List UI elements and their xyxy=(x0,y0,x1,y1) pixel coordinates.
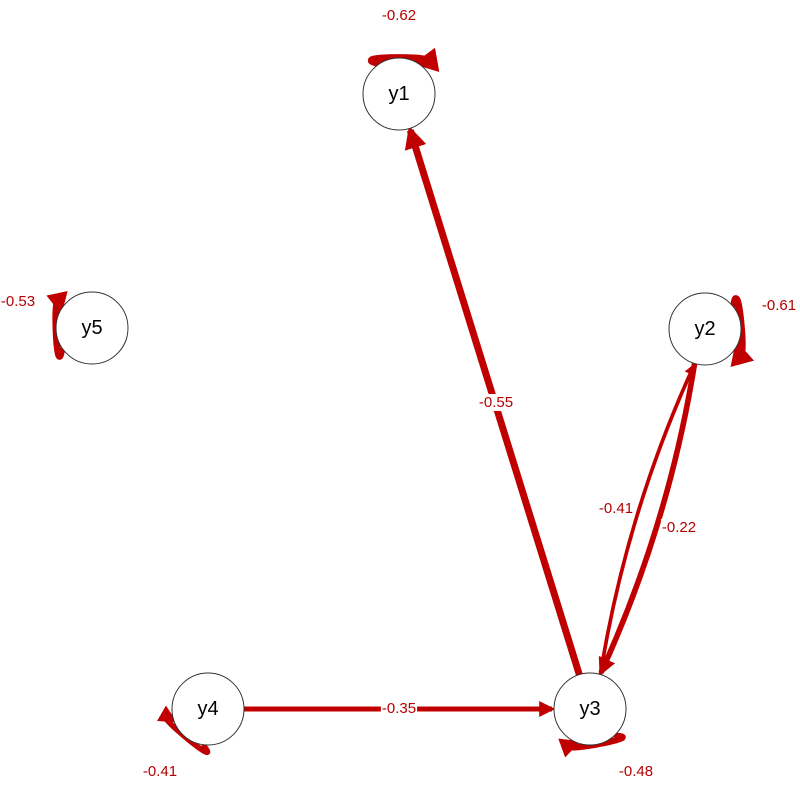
node-label-y4: y4 xyxy=(197,698,218,720)
edge-label-background xyxy=(597,499,635,517)
edge-y2-y3 xyxy=(598,363,698,676)
edge-label-y4-y4: -0.41 xyxy=(143,763,177,780)
node-circle-y5 xyxy=(55,291,129,365)
edge-labels-layer: -0.55 -0.41 -0.22 -0.35 -0.62 -0.61 -0.48 -0.41… xyxy=(1,7,796,780)
node-y2: y2 xyxy=(668,292,742,366)
edge-label-group-y4-y3: -0.35 xyxy=(380,699,418,717)
edge-label-y2-y2: -0.61 xyxy=(762,297,796,314)
edge-label-group-y3-y2: -0.22 xyxy=(660,518,698,536)
edge-label-background xyxy=(380,699,418,717)
node-y5: y5 xyxy=(55,291,129,365)
edge-label-y5-y5: -0.53 xyxy=(1,293,35,310)
node-circle-y4 xyxy=(171,672,245,746)
edge-label-background xyxy=(660,518,698,536)
node-y4: y4 xyxy=(171,672,245,746)
node-y1: y1 xyxy=(362,57,436,131)
edge-label-y2-y3: -0.41 xyxy=(599,500,633,517)
node-label-y2: y2 xyxy=(694,318,715,340)
edge-label-group-y3-y1: -0.55 xyxy=(477,393,515,411)
nodes-layer: y1 y2 y3 y4 y5 xyxy=(55,57,742,746)
node-label-y1: y1 xyxy=(388,83,409,105)
edges-layer xyxy=(46,47,755,758)
node-circle-y2 xyxy=(668,292,742,366)
node-label-y3: y3 xyxy=(579,698,600,720)
edge-y3-y2 xyxy=(598,363,696,675)
edge-label-y4-y3: -0.35 xyxy=(382,700,416,717)
edge-label-y3-y3: -0.48 xyxy=(619,763,653,780)
edge-label-y3-y2: -0.22 xyxy=(662,519,696,536)
edge-label-y1-y1: -0.62 xyxy=(382,7,416,24)
node-label-y5: y5 xyxy=(81,317,102,339)
node-circle-y1 xyxy=(362,57,436,131)
node-circle-y3 xyxy=(553,672,627,746)
edge-label-background xyxy=(477,393,515,411)
edge-label-group-y2-y3: -0.41 xyxy=(597,499,635,517)
node-y3: y3 xyxy=(553,672,627,746)
edge-label-y3-y1: -0.55 xyxy=(479,394,513,411)
